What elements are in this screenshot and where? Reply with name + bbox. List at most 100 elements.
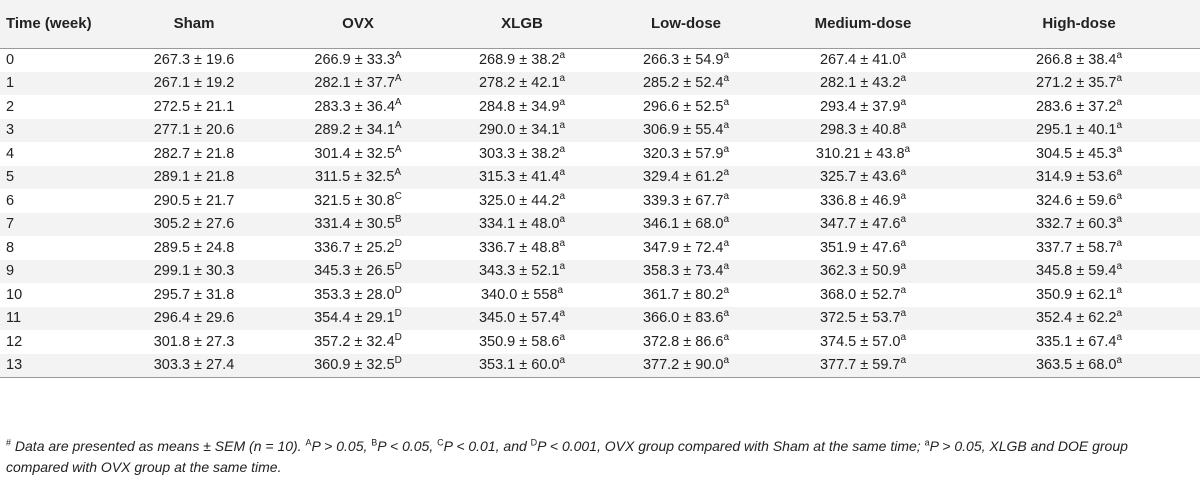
cell-ovx: 301.4 ± 32.5A (276, 142, 440, 166)
cell-xlgb-value: 334.1 ± 48.0 (478, 216, 560, 233)
cell-ovx-value: 321.5 ± 30.8 (314, 192, 395, 209)
cell-medium-dose-value: 298.3 ± 40.8 (819, 122, 901, 139)
cell-sham: 267.1 ± 19.2 (112, 72, 276, 96)
data-table: Time (week) Sham OVX XLGB Low-dose Mediu… (0, 0, 1200, 378)
cell-sham-value: 289.5 ± 24.8 (153, 239, 235, 256)
table-row: 0 267.3 ± 19.6 266.9 ± 33.3A 268.9 ± 38.2a 2… (0, 48, 1200, 72)
cell-sham: 282.7 ± 21.8 (112, 142, 276, 166)
cell-low-dose-value: 361.7 ± 80.2 (642, 286, 724, 303)
cell-high-dose-superscript: a (1116, 190, 1123, 202)
cell-medium-dose-value: 372.5 ± 53.7 (819, 310, 901, 327)
cell-xlgb-value: 303.3 ± 38.2 (478, 145, 560, 162)
cell-sham: 289.1 ± 21.8 (112, 166, 276, 190)
cell-xlgb: 315.3 ± 41.4a (440, 166, 604, 190)
cell-sham-value: 296.4 ± 29.6 (153, 310, 235, 327)
cell-xlgb-superscript: a (559, 308, 566, 320)
cell-medium-dose-superscript: a (904, 143, 911, 155)
cell-high-dose-value: 283.6 ± 37.2 (1035, 98, 1117, 115)
cell-ovx-value: 345.3 ± 26.5 (314, 263, 395, 280)
cell-time: 5 (0, 166, 112, 190)
cell-ovx: 311.5 ± 32.5A (276, 166, 440, 190)
cell-high-dose: 271.2 ± 35.7a (958, 72, 1200, 96)
header-xlgb: XLGB (440, 0, 604, 49)
cell-low-dose-value: 377.2 ± 90.0 (642, 357, 724, 373)
cell-time: 8 (0, 236, 112, 260)
cell-time: 0 (0, 48, 112, 72)
cell-high-dose-superscript: a (1116, 308, 1123, 320)
cell-low-dose-superscript: a (723, 284, 730, 296)
cell-high-dose: 335.1 ± 67.4a (958, 330, 1200, 354)
cell-ovx: 266.9 ± 33.3A (276, 48, 440, 72)
cell-time: 6 (0, 189, 112, 213)
cell-sham-value: 272.5 ± 21.1 (153, 98, 235, 115)
cell-sham-value: 277.1 ± 20.6 (153, 122, 235, 139)
cell-xlgb-value: 340.0 ± 558 (480, 286, 558, 303)
cell-sham: 295.7 ± 31.8 (112, 283, 276, 307)
cell-ovx-superscript: D (394, 284, 402, 296)
cell-medium-dose-value: 267.4 ± 41.0 (819, 52, 901, 68)
cell-high-dose: 332.7 ± 60.3a (958, 213, 1200, 237)
header-sham: Sham (112, 0, 276, 49)
cell-high-dose-value: 337.7 ± 58.7 (1035, 239, 1117, 256)
cell-ovx-superscript: A (394, 50, 402, 62)
cell-sham-value: 290.5 ± 21.7 (153, 192, 235, 209)
cell-xlgb-superscript: a (557, 284, 564, 296)
cell-high-dose-value: 304.5 ± 45.3 (1035, 145, 1117, 162)
table-row: 9 299.1 ± 30.3 345.3 ± 26.5D 343.3 ± 52.1a 3… (0, 259, 1200, 284)
cell-sham-value: 295.7 ± 31.8 (153, 286, 235, 303)
cell-medium-dose: 310.21 ± 43.8a (768, 142, 958, 166)
cell-xlgb-superscript: a (559, 50, 566, 62)
cell-ovx: 331.4 ± 30.5B (276, 213, 440, 237)
cell-xlgb: 343.3 ± 52.1a (440, 260, 604, 284)
cell-medium-dose-value: 336.8 ± 46.9 (819, 192, 901, 209)
cell-low-dose-superscript: a (723, 96, 730, 108)
cell-xlgb-value: 343.3 ± 52.1 (478, 263, 560, 280)
cell-ovx-value: 311.5 ± 32.5 (314, 169, 395, 186)
cell-high-dose: 295.1 ± 40.1a (958, 119, 1200, 143)
table-row: 13 303.3 ± 27.4 360.9 ± 32.5D 353.1 ± 60.0a… (0, 353, 1200, 378)
cell-time-value: 8 (6, 239, 15, 256)
cell-medium-dose-superscript: a (900, 96, 907, 108)
cell-sham: 299.1 ± 30.3 (112, 260, 276, 284)
cell-time: 7 (0, 213, 112, 237)
cell-time-value: 11 (6, 310, 22, 327)
cell-time-value: 7 (6, 216, 15, 233)
cell-time-value: 4 (6, 145, 15, 162)
cell-sham-value: 267.1 ± 19.2 (153, 75, 235, 92)
cell-ovx-value: 301.4 ± 32.5 (314, 145, 395, 162)
table-body: 0 267.3 ± 19.6 266.9 ± 33.3A 268.9 ± 38.2a 2… (0, 48, 1200, 378)
cell-ovx-value: 289.2 ± 34.1 (314, 122, 395, 139)
cell-medium-dose: 336.8 ± 46.9a (768, 189, 958, 213)
cell-sham-value: 301.8 ± 27.3 (153, 333, 235, 350)
cell-medium-dose: 293.4 ± 37.9a (768, 95, 958, 119)
cell-low-dose: 366.0 ± 83.6a (604, 307, 768, 331)
cell-high-dose-superscript: a (1116, 261, 1123, 273)
cell-low-dose-value: 366.0 ± 83.6 (642, 310, 724, 327)
table-row: 2 272.5 ± 21.1 283.3 ± 36.4A 284.8 ± 34.9a 2… (0, 95, 1200, 119)
footnote-marker: # (6, 437, 12, 448)
cell-xlgb: 340.0 ± 558a (440, 283, 604, 307)
cell-sham: 303.3 ± 27.4 (112, 353, 276, 378)
cell-high-dose-superscript: a (1116, 167, 1123, 179)
cell-medium-dose-superscript: a (900, 167, 907, 179)
cell-xlgb: 350.9 ± 58.6a (440, 330, 604, 354)
cell-medium-dose-value: 362.3 ± 50.9 (819, 263, 901, 280)
table-header: Time (week) Sham OVX XLGB Low-dose Mediu… (0, 0, 1200, 49)
cell-ovx: 354.4 ± 29.1D (276, 307, 440, 331)
header-high-dose: High-dose (958, 0, 1200, 49)
cell-xlgb: 336.7 ± 48.8a (440, 236, 604, 260)
footnote-sup-D: D (530, 437, 538, 448)
cell-medium-dose-superscript: a (900, 261, 907, 273)
cell-high-dose: 345.8 ± 59.4a (958, 260, 1200, 284)
cell-medium-dose-superscript: a (900, 308, 907, 320)
cell-high-dose: 304.5 ± 45.3a (958, 142, 1200, 166)
cell-time-value: 1 (6, 75, 15, 92)
cell-time: 1 (0, 72, 112, 96)
cell-sham: 272.5 ± 21.1 (112, 95, 276, 119)
cell-sham-value: 282.7 ± 21.8 (153, 145, 235, 162)
cell-ovx: 289.2 ± 34.1A (276, 119, 440, 143)
table-row: 7 305.2 ± 27.6 331.4 ± 30.5B 334.1 ± 48.0a 3… (0, 212, 1200, 237)
cell-medium-dose-superscript: a (900, 237, 907, 249)
cell-xlgb-value: 350.9 ± 58.6 (478, 333, 560, 350)
